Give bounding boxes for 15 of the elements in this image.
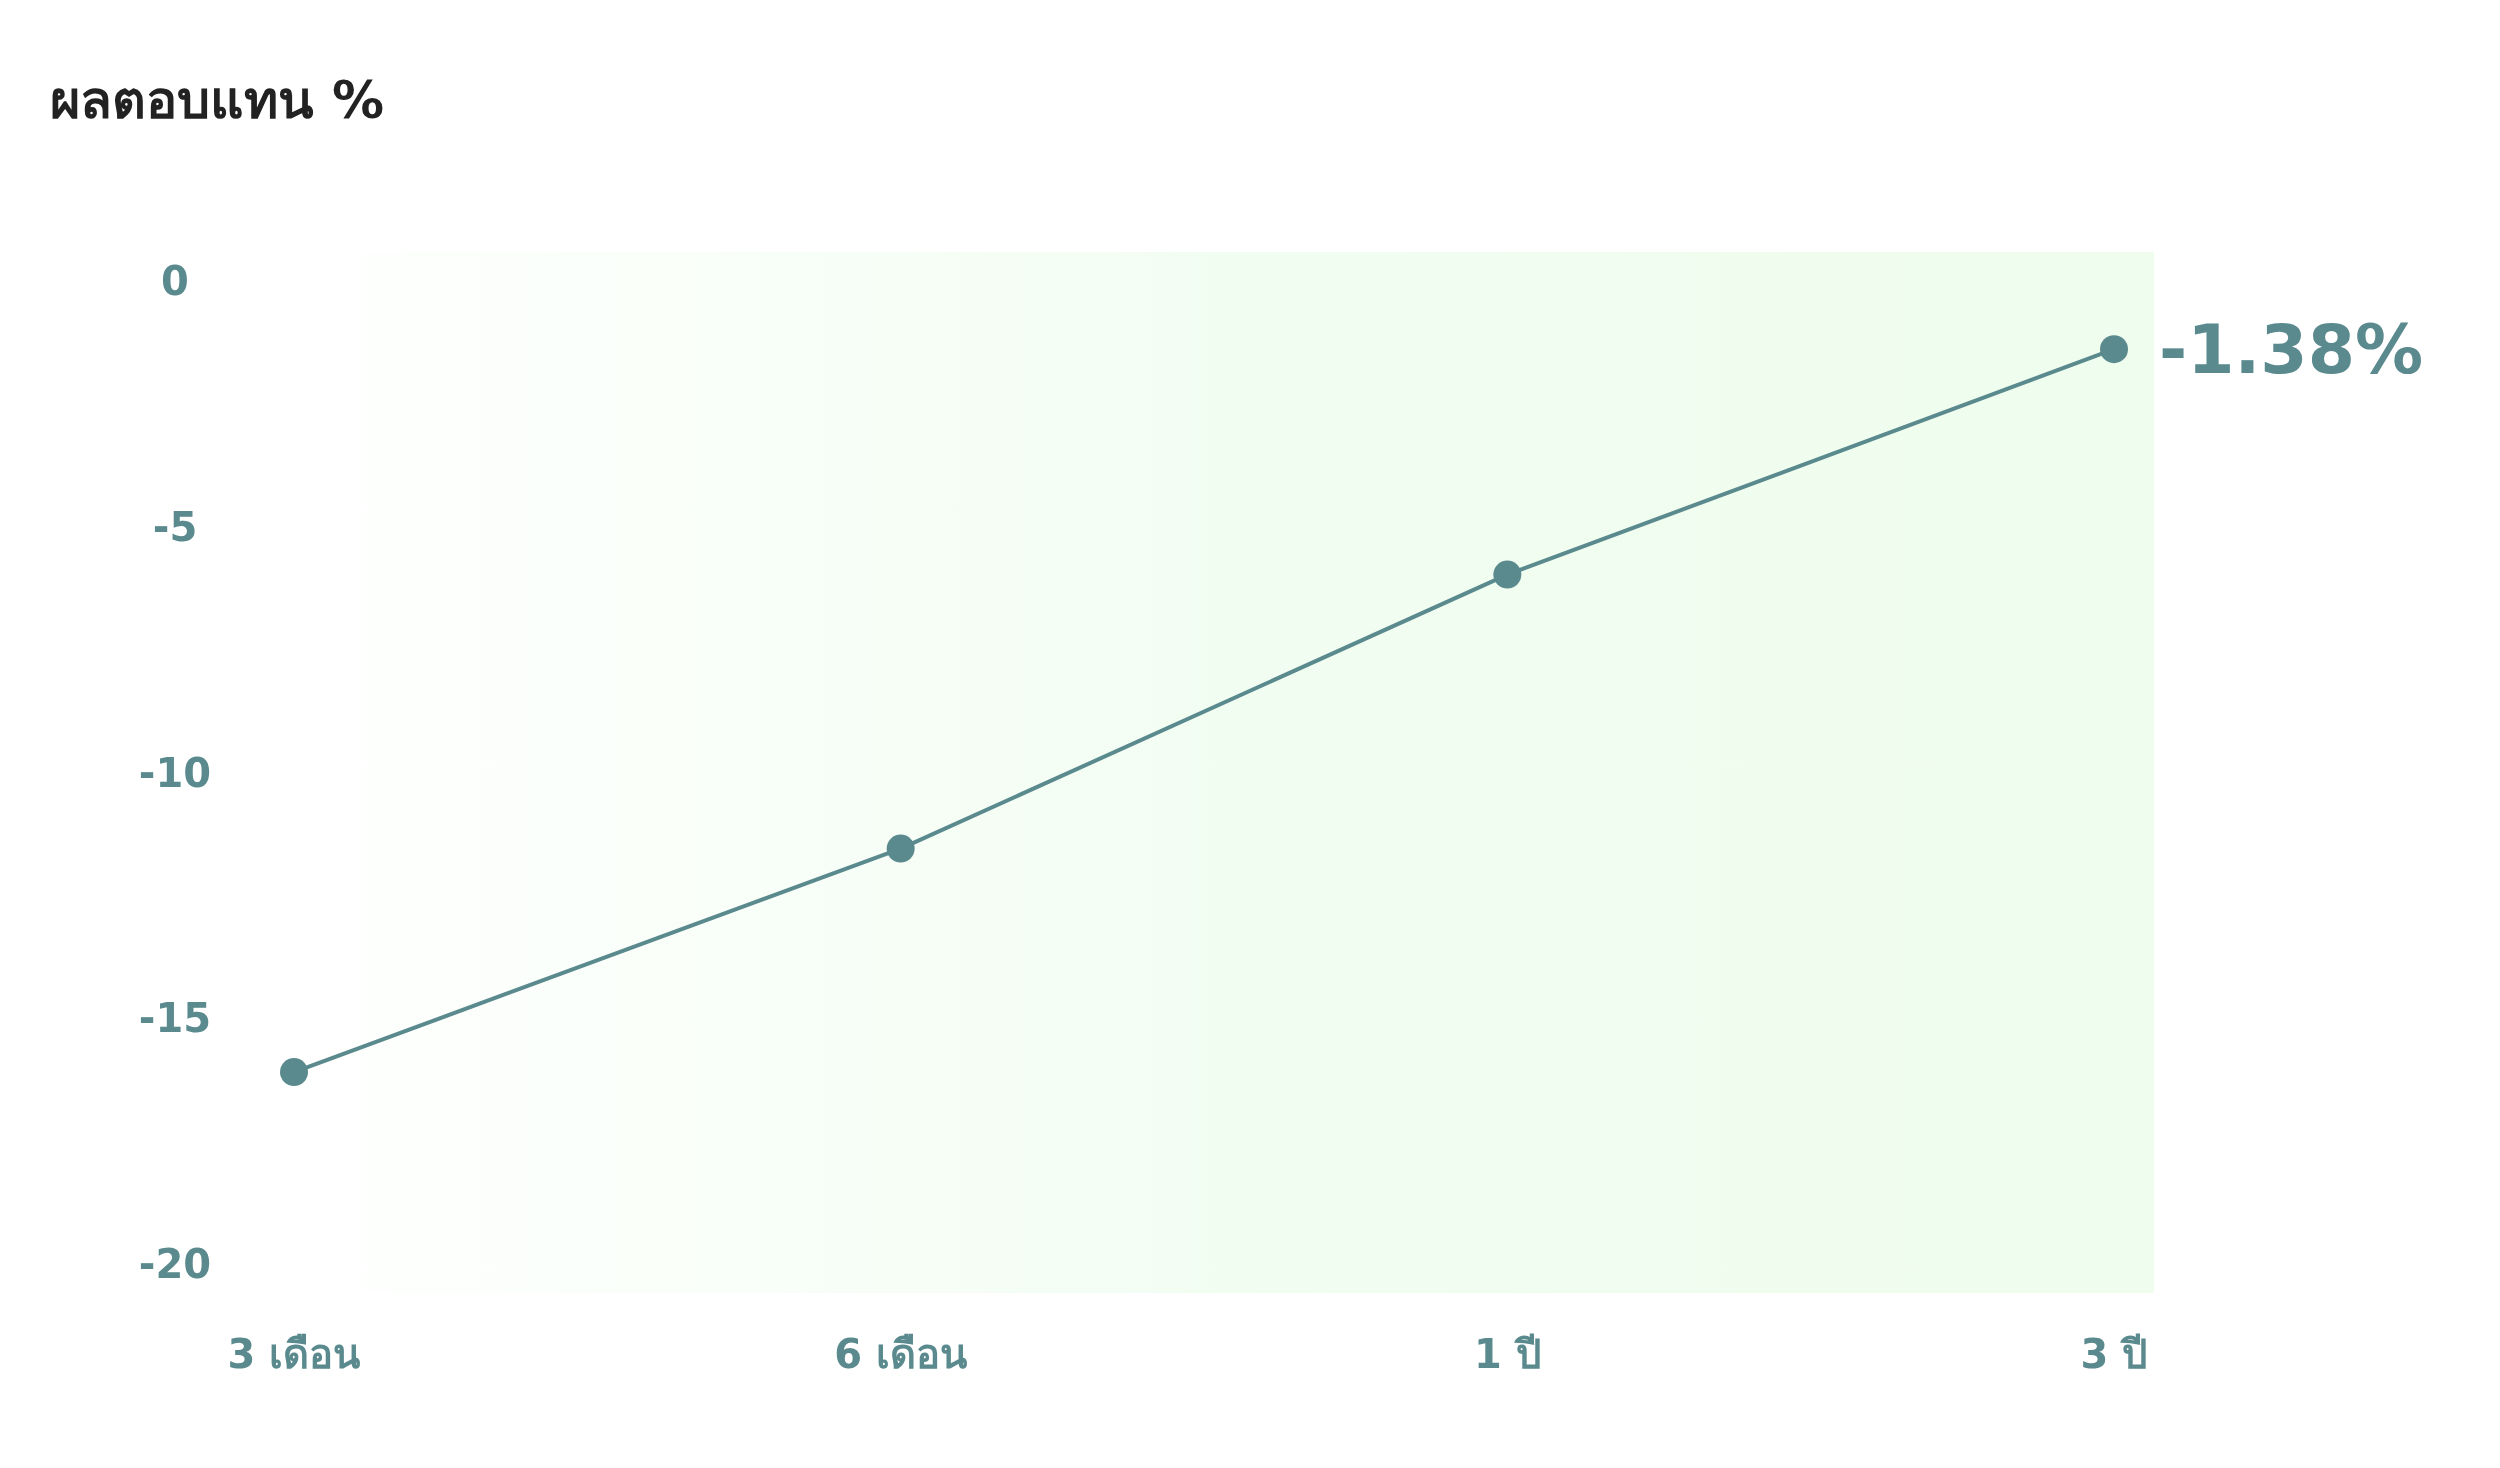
point [886, 834, 915, 863]
point [2100, 335, 2128, 364]
x-tick-label: 3 ปี [2080, 1331, 2148, 1377]
y-tick-label: -20 [138, 1240, 212, 1287]
data-label: -1.38% [2159, 309, 2424, 389]
y-tick-label: -15 [138, 995, 212, 1042]
y-tick-label: -10 [138, 749, 212, 796]
y-tick-label: 0 [161, 258, 189, 305]
x-tick-label: 3 เดือน [227, 1331, 361, 1377]
x-tick-label: 6 เดือน [834, 1331, 968, 1377]
chart-title: ผลตอบแทน % [50, 70, 385, 130]
point [280, 1058, 308, 1087]
x-tick-label: 1 ปี [1473, 1331, 1541, 1377]
point [1493, 560, 1522, 589]
y-tick-label: -5 [152, 503, 198, 550]
